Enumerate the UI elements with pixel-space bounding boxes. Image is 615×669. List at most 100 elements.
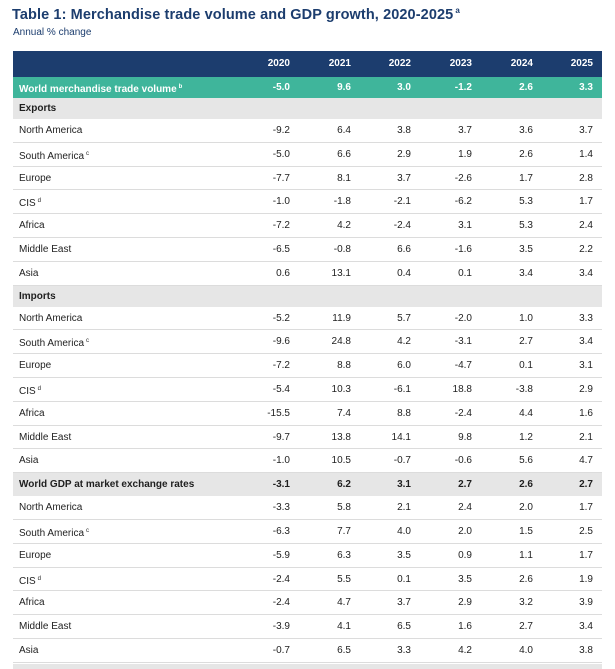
cell-value: 6.6 <box>337 148 351 160</box>
cell-value: 2.6 <box>519 479 533 491</box>
cell-value: 3.3 <box>397 644 411 656</box>
cell-value: 1.6 <box>458 621 472 633</box>
cell-value: 0.6 <box>276 267 290 279</box>
table-row: South America c -5.0 6.6 2.9 1.9 2.6 1.4 <box>13 143 602 167</box>
cell-value: 2.1 <box>579 431 593 443</box>
cell-value: 2.6 <box>519 148 533 160</box>
table-row: Africa -2.4 4.7 3.7 2.9 3.2 3.9 <box>13 591 602 616</box>
cell-value: 2.4 <box>458 502 472 514</box>
cell-value: 5.3 <box>519 220 533 232</box>
table-row: Middle East -9.7 13.8 14.1 9.8 1.2 2.1 <box>13 426 602 450</box>
cell-value: -9.7 <box>272 431 290 443</box>
cell-value: 3.9 <box>579 597 593 609</box>
row-label: Asia <box>19 455 39 467</box>
row-label: Middle East <box>19 243 72 255</box>
cell-value: 1.7 <box>579 502 593 514</box>
cell-value: 0.1 <box>519 360 533 372</box>
table-row: Middle East -6.5 -0.8 6.6 -1.6 3.5 2.2 <box>13 238 602 262</box>
cell-value: 3.4 <box>519 267 533 279</box>
table-row: Europe -7.7 8.1 3.7 -2.6 1.7 2.8 <box>13 167 602 191</box>
cell-value: 1.6 <box>579 407 593 419</box>
cell-value: -2.4 <box>393 220 411 232</box>
year-header: 2024 <box>510 58 533 69</box>
cell-value: -5.0 <box>272 148 290 160</box>
cell-value: 4.2 <box>337 220 351 232</box>
cell-value: 6.4 <box>337 125 351 136</box>
cell-value: -6.5 <box>272 243 290 255</box>
cell-value: 2.4 <box>579 220 593 232</box>
row-label: Africa <box>19 407 45 419</box>
cell-value: 3.7 <box>458 125 472 136</box>
cell-value: 0.4 <box>397 267 411 279</box>
cell-value: 4.4 <box>519 407 533 419</box>
row-label: Middle East <box>19 621 72 633</box>
table-row: South America c -9.6 24.8 4.2 -3.1 2.7 3.4 <box>13 330 602 355</box>
cell-value: -2.4 <box>272 597 290 609</box>
cell-value: 1.2 <box>519 431 533 443</box>
table-bottom-band <box>13 664 602 669</box>
cell-value: 3.1 <box>397 479 411 491</box>
cell-value: 11.9 <box>332 312 351 324</box>
cell-value: 3.8 <box>579 644 593 656</box>
row-label: Asia <box>19 267 39 279</box>
cell-value: -7.7 <box>272 172 290 184</box>
cell-value: 3.1 <box>579 360 593 372</box>
cell-value: -7.2 <box>272 220 290 232</box>
row-label: North America <box>19 502 83 514</box>
cell-value: -5.9 <box>272 549 290 561</box>
row-label: CIS d <box>19 198 42 210</box>
section-exports: Exports <box>13 98 602 119</box>
cell-value: 6.2 <box>337 479 351 491</box>
cell-value: 2.0 <box>519 502 533 514</box>
cell-value: -7.2 <box>272 360 290 372</box>
cell-value: 18.8 <box>452 383 472 395</box>
cell-value: 2.7 <box>458 479 472 491</box>
table-row: Asia -0.7 6.5 3.3 4.2 4.0 3.8 <box>13 639 602 663</box>
table-row: CIS d -1.0 -1.8 -2.1 -6.2 5.3 1.7 <box>13 190 602 215</box>
cell-value: -2.4 <box>454 407 472 419</box>
table-subtitle: Annual % change <box>13 27 92 38</box>
cell-value: 6.0 <box>397 360 411 372</box>
cell-value: 6.5 <box>397 621 411 633</box>
cell-value: 8.8 <box>397 407 411 419</box>
table-title: Table 1: Merchandise trade volume and GD… <box>12 6 460 23</box>
cell-value: -0.7 <box>272 644 290 656</box>
cell-value: -0.8 <box>333 243 351 255</box>
cell-value: -3.1 <box>272 479 290 491</box>
cell-value: 2.7 <box>519 336 533 348</box>
cell-value: 2.9 <box>397 148 411 160</box>
table-row: North America -3.3 5.8 2.1 2.4 2.0 1.7 <box>13 496 602 520</box>
cell-value: 3.5 <box>458 573 472 585</box>
table-row: CIS d -2.4 5.5 0.1 3.5 2.6 1.9 <box>13 568 602 592</box>
exports-rows: North America -9.2 6.4 3.8 3.7 3.6 3.7 South Am… <box>13 119 602 286</box>
row-label: Europe <box>19 549 52 561</box>
cell-value: 5.8 <box>337 502 351 514</box>
row-label: Asia <box>19 644 39 656</box>
cell-value: 4.7 <box>579 455 593 467</box>
cell-value: 3.5 <box>519 243 533 255</box>
row-label: North America <box>19 312 83 324</box>
cell-value: 2.0 <box>458 525 472 537</box>
cell-value: -1.0 <box>272 455 290 467</box>
cell-value: 1.7 <box>519 172 533 184</box>
cell-value: 4.0 <box>519 644 533 656</box>
row-label: North America <box>19 125 83 136</box>
cell-value: 0.1 <box>397 573 411 585</box>
title-footnote-marker: a <box>455 6 460 15</box>
cell-value: -2.0 <box>454 312 472 324</box>
cell-value: -3.1 <box>454 336 472 348</box>
table-row: Europe -5.9 6.3 3.5 0.9 1.1 1.7 <box>13 544 602 568</box>
cell-value: -1.8 <box>333 196 351 208</box>
cell-value: -0.6 <box>454 455 472 467</box>
cell-value: 1.9 <box>458 148 472 160</box>
gdp-rows: North America -3.3 5.8 2.1 2.4 2.0 1.7 South Am… <box>13 496 602 663</box>
world-gdp-row: World GDP at market exchange rates -3.1 … <box>13 473 602 497</box>
cell-value: 9.8 <box>458 431 472 443</box>
cell-value: 1.9 <box>579 573 593 585</box>
cell-value: -1.2 <box>454 82 472 93</box>
cell-value: 7.4 <box>337 407 351 419</box>
cell-value: 13.1 <box>331 267 351 279</box>
cell-value: 4.1 <box>337 621 351 633</box>
cell-value: 3.6 <box>519 125 533 136</box>
cell-value: -15.5 <box>267 407 290 419</box>
